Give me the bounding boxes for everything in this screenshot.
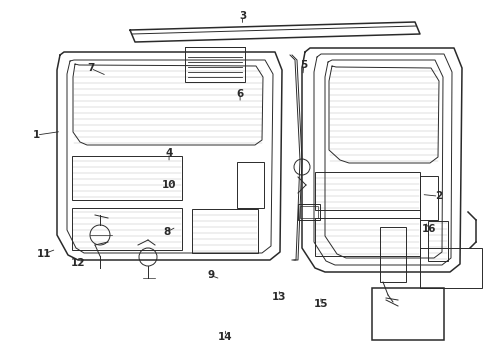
- Text: 6: 6: [237, 89, 244, 99]
- Bar: [72, 208, 182, 250]
- Text: 13: 13: [272, 292, 287, 302]
- Text: 15: 15: [314, 299, 328, 309]
- Bar: [315, 172, 420, 210]
- Text: 14: 14: [218, 332, 233, 342]
- Text: 11: 11: [37, 249, 51, 259]
- Text: 12: 12: [71, 258, 86, 268]
- Bar: [420, 176, 438, 220]
- Bar: [300, 206, 318, 218]
- Text: 9: 9: [207, 270, 214, 280]
- Bar: [237, 162, 264, 208]
- Text: 1: 1: [33, 130, 40, 140]
- Bar: [420, 248, 482, 288]
- Bar: [185, 47, 245, 82]
- Bar: [380, 227, 406, 282]
- Text: 16: 16: [421, 224, 436, 234]
- Bar: [315, 218, 420, 256]
- Text: 4: 4: [165, 148, 173, 158]
- Text: 10: 10: [162, 180, 176, 190]
- Bar: [298, 204, 320, 220]
- Text: 8: 8: [163, 227, 170, 237]
- Text: 7: 7: [87, 63, 95, 73]
- Text: 3: 3: [239, 11, 246, 21]
- Text: 2: 2: [435, 191, 442, 201]
- Text: 5: 5: [300, 60, 307, 70]
- Bar: [192, 209, 258, 253]
- Bar: [72, 156, 182, 200]
- Bar: [372, 288, 444, 340]
- Bar: [428, 221, 448, 261]
